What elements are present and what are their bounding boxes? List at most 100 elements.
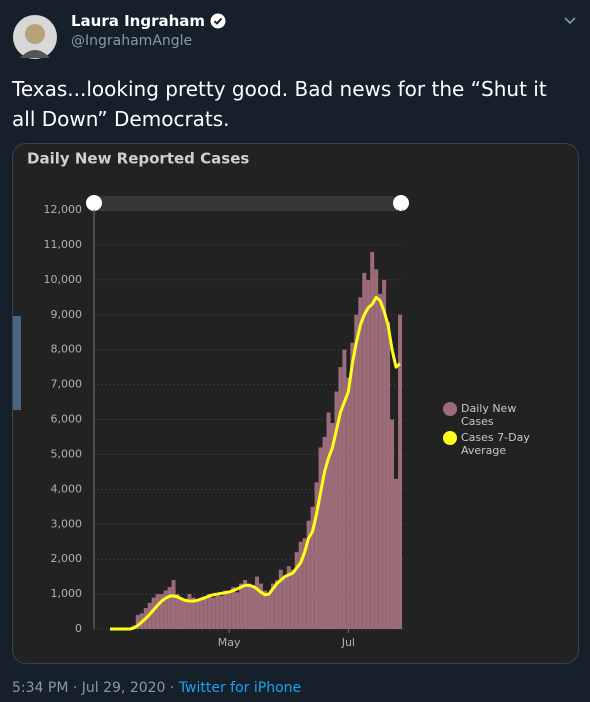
bar [163,590,168,629]
legend-label: Cases 7-Day Average [461,431,530,457]
bar [227,590,232,629]
legend-swatch [443,431,457,445]
bar [290,569,295,629]
bar [235,592,240,629]
bar [207,594,212,629]
bar [155,594,160,629]
chart-title: Daily New Reported Cases [27,150,249,168]
bar [183,601,188,629]
x-tick-label: May [218,636,241,649]
bar [338,367,343,629]
range-slider[interactable] [94,196,401,211]
bar [358,297,363,629]
y-tick-label: 11,000 [44,238,83,251]
slider-handle[interactable] [86,195,102,211]
y-tick-label: 12,000 [44,203,83,216]
bar [219,595,224,629]
bar [346,377,351,629]
legend-label: Daily New Cases [461,402,517,428]
y-tick-label: 4,000 [51,482,83,495]
bar [203,597,208,629]
menu-chevron[interactable] [563,14,577,28]
legend-item: Cases 7-Day Average [461,431,530,457]
bar [350,342,355,629]
y-tick-label: 6,000 [51,413,83,426]
average-line [109,295,402,631]
chart: Daily New Reported Cases 0 1,000 2,000 3,00… [13,150,530,649]
bar [366,279,371,629]
bar [243,580,248,629]
bar [370,251,375,629]
bar [286,566,291,629]
bar [374,269,379,629]
bar [167,587,172,629]
legend-swatch [443,402,457,416]
bar [231,587,236,629]
media-card[interactable]: Daily New Reported Cases 0 1,000 2,000 3,00… [12,143,579,664]
x-tick-label: Jul [341,636,355,649]
bar [278,569,283,629]
bar [255,576,259,629]
bar [378,293,383,629]
bar [262,590,267,629]
bar [394,478,399,629]
bar [270,583,275,629]
y-tick-label: 3,000 [51,517,83,530]
bar [386,321,391,629]
bar [179,597,184,629]
timestamp: 5:34 PM · Jul 29, 2020 · Twitter for iPh… [12,680,301,696]
display-name[interactable]: Laura Ingraham [71,12,226,30]
bar [239,583,244,629]
bar [151,597,156,629]
tweet-text: Texas...looking pretty good. Bad news fo… [12,77,547,131]
bar [342,349,347,629]
y-tick-label: 10,000 [44,273,83,286]
handle[interactable]: @IngrahamAngle [71,33,193,49]
bar [199,599,204,629]
bar [215,594,220,629]
bar [382,279,387,629]
bar [251,587,255,629]
bar [282,576,287,629]
y-tick-label: 7,000 [51,378,83,391]
bar [159,594,164,629]
bar [258,583,263,629]
bar [211,597,216,629]
bar [306,520,311,629]
source-link[interactable]: Twitter for iPhone [178,680,302,696]
bar [171,580,176,629]
y-tick-label: 5,000 [51,447,83,460]
bar [274,580,279,629]
timestamp-text: 5:34 PM · Jul 29, 2020 · [12,680,175,696]
bar [135,615,140,629]
bar [310,506,315,629]
bar [223,590,228,629]
bar [195,601,200,629]
legend-item: Daily New Cases [461,402,517,428]
bar [322,436,327,629]
bar [334,391,339,629]
y-tick-label: 9,000 [51,308,83,321]
bar [294,552,299,629]
bar [354,314,359,629]
y-tick-label: 1,000 [51,587,83,600]
bar [247,583,252,629]
bar [298,541,303,629]
slider-handle[interactable] [393,195,409,211]
bar [187,594,192,629]
bar [326,412,331,629]
y-tick-label: 0 [75,622,82,635]
display-name-text[interactable]: Laura Ingraham [71,12,206,30]
y-tick-label: 2,000 [51,552,83,565]
bar [330,422,335,629]
y-tick-label: 8,000 [51,343,83,356]
verified-badge [210,13,226,29]
bar [398,314,402,629]
avatar[interactable] [12,14,58,60]
bar [314,482,319,629]
bar [191,597,196,629]
side-strip [13,316,21,410]
bar [175,594,180,629]
bar [390,419,395,629]
